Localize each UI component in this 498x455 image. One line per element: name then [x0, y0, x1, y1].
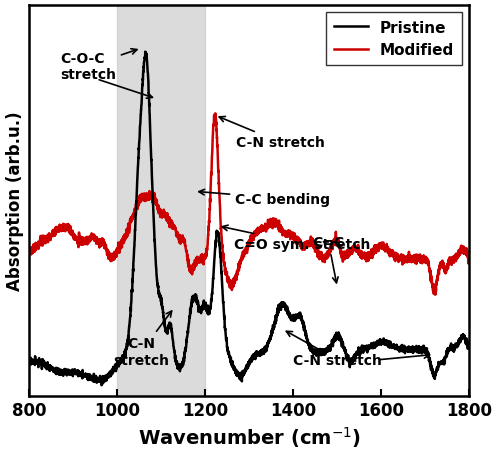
Pristine [99, 383, 105, 388]
Pristine [26, 358, 32, 364]
Modified [212, 111, 218, 117]
Modified [458, 243, 464, 249]
Modified [195, 259, 201, 264]
Text: C-N stretch: C-N stretch [286, 332, 382, 367]
Text: C-O-C
stretch: C-O-C stretch [60, 50, 137, 82]
Pristine [76, 369, 82, 375]
Y-axis label: Absorption (arb.u.): Absorption (arb.u.) [5, 111, 23, 290]
Modified [103, 246, 109, 251]
Text: C-C bending: C-C bending [199, 190, 330, 206]
Bar [117, 5, 205, 396]
Pristine [142, 50, 148, 56]
Text: C-N
stretch: C-N stretch [114, 311, 172, 367]
Modified [26, 252, 32, 257]
Line: Pristine: Pristine [29, 53, 470, 385]
Pristine [103, 376, 109, 381]
Line: Modified: Modified [29, 114, 470, 295]
Pristine [411, 347, 417, 352]
Text: C=C: C=C [312, 236, 345, 283]
Modified [76, 236, 82, 242]
Pristine [458, 338, 464, 343]
Modified [214, 144, 220, 150]
Modified [467, 253, 473, 259]
Pristine [467, 344, 473, 350]
Modified [432, 292, 438, 298]
Text: C-N stretch: C-N stretch [219, 117, 325, 150]
Text: C=O sym. stretch: C=O sym. stretch [222, 226, 370, 251]
Modified [410, 256, 416, 262]
Pristine [195, 304, 201, 310]
X-axis label: Wavenumber (cm$^{-1}$): Wavenumber (cm$^{-1}$) [137, 425, 361, 450]
Legend: Pristine, Modified: Pristine, Modified [327, 13, 462, 66]
Pristine [214, 229, 220, 234]
